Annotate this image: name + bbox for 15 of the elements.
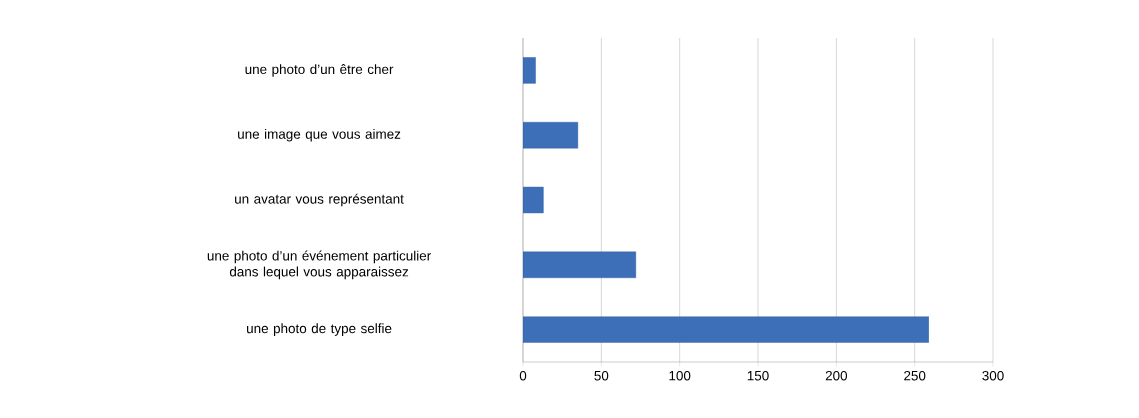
bar: [523, 316, 929, 343]
x-tick-label: 150: [747, 370, 769, 381]
y-tick-label: une image que vous aimez: [238, 128, 401, 142]
y-tick-label: une photo de type selfie: [247, 323, 392, 336]
x-tick-label: 0: [519, 370, 527, 381]
x-tick-label: 300: [982, 370, 1004, 381]
y-tick-label: un avatar vous représentant: [235, 193, 404, 207]
bar: [523, 122, 579, 149]
bar: [523, 251, 637, 278]
x-tick-label: 50: [594, 370, 609, 381]
x-tick-label: 250: [904, 370, 926, 381]
x-tick-label: 100: [669, 370, 691, 381]
x-tick-label: 200: [825, 370, 848, 381]
y-tick-label: une photo d’un événement particulier dans lequel vous apparaissez: [207, 250, 431, 280]
y-tick-label: une photo d’un être cher: [245, 64, 394, 77]
